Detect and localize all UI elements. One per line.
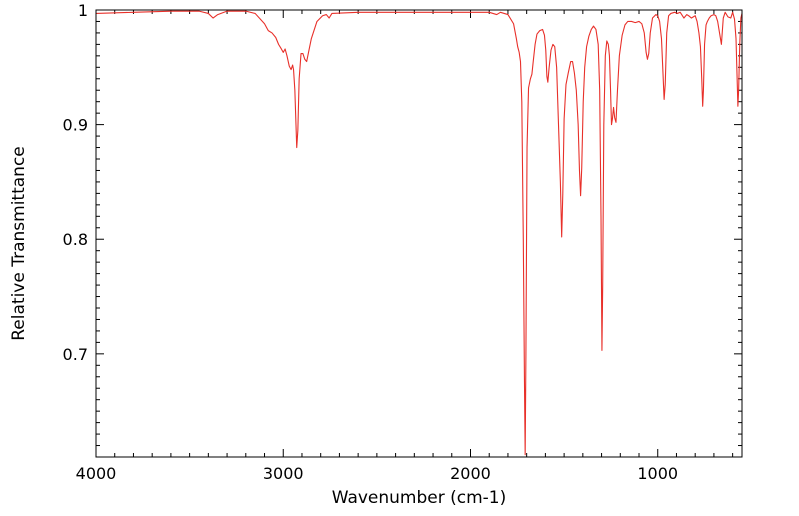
- y-tick-label: 0.9: [63, 116, 88, 135]
- plot-frame: [95, 9, 743, 458]
- y-tick-label: 0.8: [63, 230, 88, 249]
- spectrum-line: [96, 10, 742, 456]
- x-tick-labels: 4000 3000 2000 1000: [76, 464, 678, 483]
- axis-ticks: [95, 9, 742, 458]
- y-tick-label: 1: [78, 1, 88, 20]
- y-tick-label: 0.7: [63, 345, 88, 364]
- x-tick-label: 4000: [76, 464, 117, 483]
- x-tick-label: 1000: [637, 464, 678, 483]
- x-tick-label: 2000: [450, 464, 491, 483]
- x-axis-label: Wavenumber (cm-1): [332, 488, 507, 508]
- y-tick-labels: 1 0.9 0.8 0.7: [63, 1, 88, 364]
- y-axis-label: Relative Transmittance: [9, 146, 29, 341]
- plot-series: [96, 10, 742, 456]
- x-tick-label: 3000: [263, 464, 304, 483]
